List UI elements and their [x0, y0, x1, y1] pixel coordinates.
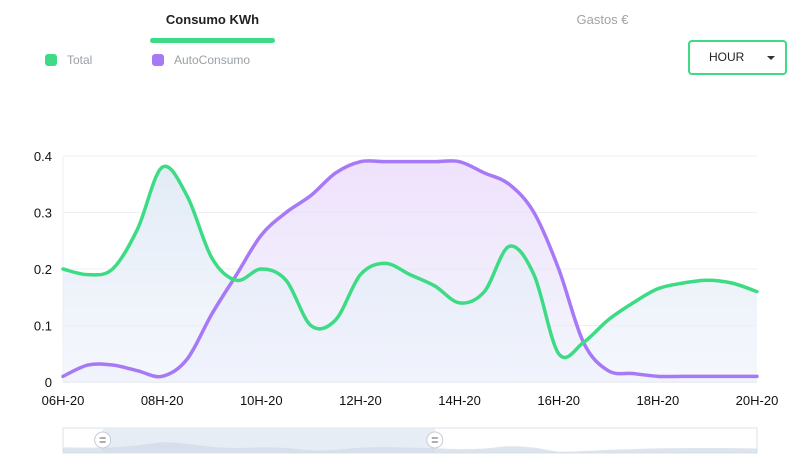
range-navigator[interactable] [0, 420, 800, 463]
navigator-series-area [63, 442, 757, 453]
x-tick-label: 16H-20 [537, 393, 580, 408]
y-axis-ticks: 0 0.1 0.2 0.3 0.4 [34, 149, 52, 390]
tab-gastos[interactable]: Gastos € [576, 12, 629, 27]
x-tick-label: 08H-20 [141, 393, 184, 408]
legend-swatch-total [45, 54, 57, 66]
tab-consumo-kwh[interactable]: Consumo KWh [165, 12, 260, 27]
active-tab-indicator [150, 38, 275, 43]
x-tick-label: 18H-20 [637, 393, 680, 408]
chart-areas [63, 160, 757, 382]
consumption-chart: 0 0.1 0.2 0.3 0.4 06H-20 08H-20 10H-20 12H-20 14… [34, 149, 779, 408]
chart-lines [61, 159, 759, 379]
legend-label-total: Total [67, 53, 93, 67]
y-tick-label: 0.2 [34, 262, 52, 277]
navigator-handle-left[interactable] [94, 431, 112, 449]
legend-label-autoconsumo: AutoConsumo [174, 53, 251, 67]
x-tick-label: 14H-20 [438, 393, 481, 408]
period-select[interactable]: HOUR [688, 40, 787, 75]
area-total [63, 166, 757, 382]
caret-down-icon [767, 56, 775, 60]
navigator-handle-right[interactable] [426, 431, 444, 449]
legend-swatch-autoconsumo [152, 54, 164, 66]
line-total[interactable] [61, 164, 759, 360]
handle-knob[interactable] [94, 431, 112, 449]
period-select-value: HOUR [709, 50, 745, 64]
x-tick-label: 20H-20 [736, 393, 779, 408]
handle-knob[interactable] [426, 431, 444, 449]
line-autoconsumo[interactable] [61, 159, 759, 379]
y-tick-label: 0.1 [34, 319, 52, 334]
x-tick-label: 06H-20 [42, 393, 85, 408]
y-tick-label: 0 [45, 375, 52, 390]
x-tick-label: 10H-20 [240, 393, 283, 408]
y-tick-label: 0.3 [34, 206, 52, 221]
x-tick-label: 12H-20 [339, 393, 382, 408]
y-tick-label: 0.4 [34, 149, 52, 164]
x-axis-ticks: 06H-20 08H-20 10H-20 12H-20 14H-20 16H-20 18H-… [42, 393, 779, 408]
legend-item-total[interactable]: Total [45, 51, 92, 69]
legend-item-autoconsumo[interactable]: AutoConsumo [152, 51, 250, 69]
